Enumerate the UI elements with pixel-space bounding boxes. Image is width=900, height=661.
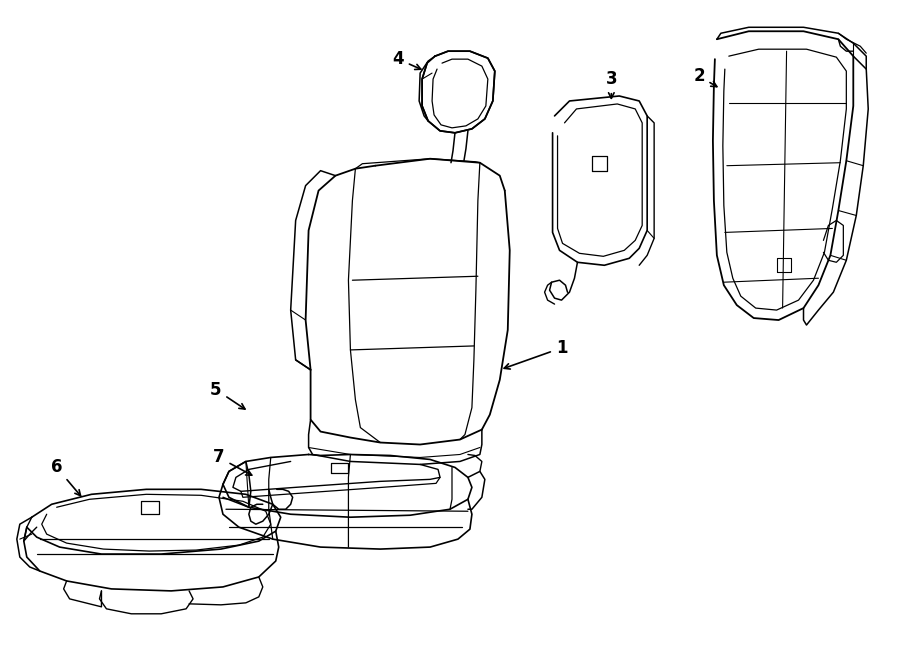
- Text: 6: 6: [51, 459, 81, 496]
- Text: 3: 3: [606, 70, 617, 98]
- Text: 5: 5: [211, 381, 245, 409]
- Text: 2: 2: [693, 67, 717, 87]
- Text: 1: 1: [504, 339, 567, 369]
- Text: 7: 7: [213, 448, 252, 475]
- Text: 4: 4: [392, 50, 421, 69]
